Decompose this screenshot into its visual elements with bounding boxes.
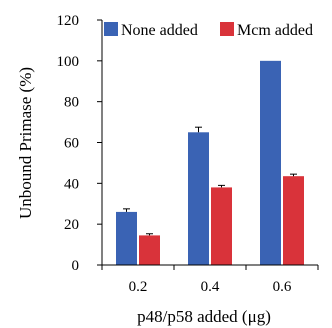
x-tick-label: 0.4 [201,279,220,295]
legend-label: None added [121,22,198,39]
x-tick-label: 0.6 [273,279,292,295]
bar [188,132,209,265]
x-axis-title: p48/p58 added (μg) [137,307,271,326]
bar [211,187,232,265]
y-axis-title: Unbound Primase (%) [16,67,35,219]
y-tick-label: 40 [64,176,79,192]
bar [139,235,160,265]
x-ticks-group: 0.2 0.4 0.6 [101,265,319,295]
legend-swatch [220,22,234,36]
bar [116,211,137,265]
y-tick-label: 60 [64,136,79,152]
legend-swatch [104,22,118,36]
bar [260,60,281,266]
bar [283,176,304,265]
legend-label: Mcm added [237,22,313,39]
y-tick-label: 80 [64,95,79,111]
y-ticks-group: 0 20 40 60 80 100 120 [57,13,102,274]
y-tick-label: 100 [57,54,80,70]
y-tick-label: 120 [57,13,80,29]
legend: None added Mcm added [104,22,313,39]
y-tick-label: 0 [72,258,80,274]
bars-group [116,60,304,266]
y-tick-label: 20 [64,217,79,233]
x-tick-label: 0.2 [129,279,148,295]
